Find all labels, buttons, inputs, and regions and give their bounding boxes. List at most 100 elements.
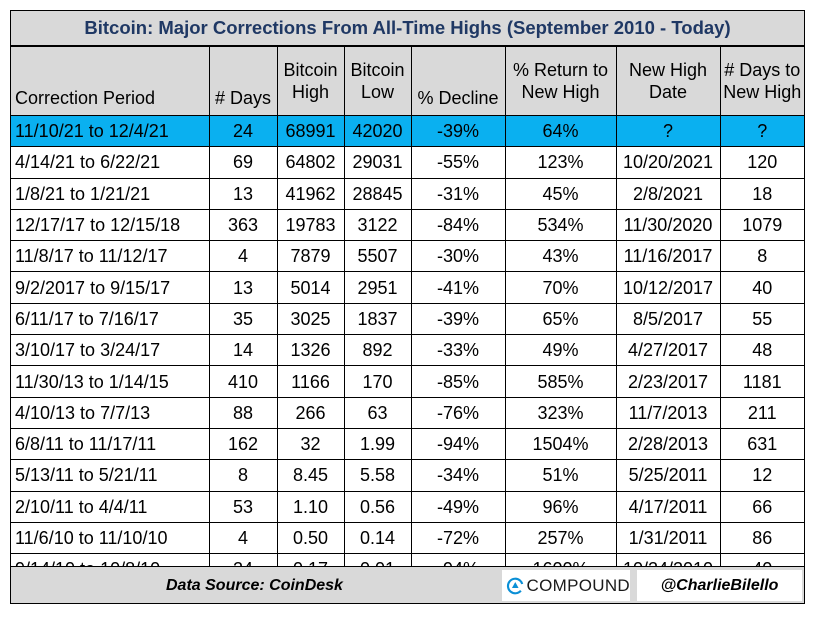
chart-title: Bitcoin: Major Corrections From All-Time… xyxy=(11,11,804,46)
footer: Data Source: CoinDesk COMPOUND @CharlieB… xyxy=(11,566,804,603)
table-cell: 70% xyxy=(504,271,617,304)
table-row: 11/30/13 to 1/14/15 410 1166 170 -85% 585% 2/2… xyxy=(11,365,804,398)
table-cell: 120 xyxy=(719,146,804,179)
table-cell: 64802 xyxy=(276,146,345,179)
table-frame: Bitcoin: Major Corrections From All-Time… xyxy=(10,10,805,604)
table-cell: -94% xyxy=(410,427,506,461)
table-cell: 24 xyxy=(208,114,278,148)
correction-period-cell: 2/10/11 to 4/4/11 xyxy=(11,490,210,523)
table-row: 4/10/13 to 7/7/13 88 266 63 -76% 323% 11/7/201… xyxy=(11,396,804,429)
table-row: 11/6/10 to 11/10/10 4 0.50 0.14 -72% 257% 1/31… xyxy=(11,521,804,555)
table-cell: 11/7/2013 xyxy=(615,396,721,429)
correction-period-cell: 11/6/10 to 11/10/10 xyxy=(11,521,210,555)
correction-period-cell: 11/30/13 to 1/14/15 xyxy=(11,365,210,398)
column-header: New High Date xyxy=(615,46,721,116)
table-cell: 51% xyxy=(504,459,617,492)
table-cell: 11/30/2020 xyxy=(615,208,721,242)
table-cell: ? xyxy=(615,114,721,148)
correction-period-cell: 3/10/17 to 3/24/17 xyxy=(11,334,210,367)
table-cell: 13 xyxy=(208,271,278,304)
table-cell: -31% xyxy=(410,177,506,210)
table-cell: 8.45 xyxy=(276,459,345,492)
table-cell: 4/27/2017 xyxy=(615,334,721,367)
table-row: 6/11/17 to 7/16/17 35 3025 1837 -39% 65% 8/5/2… xyxy=(11,302,804,336)
table-row: 2/10/11 to 4/4/11 53 1.10 0.56 -49% 96% 4/17/2… xyxy=(11,490,804,523)
correction-period-cell: 11/10/21 to 12/4/21 xyxy=(11,114,210,148)
table-row: 5/13/11 to 5/21/11 8 8.45 5.58 -34% 51% 5/25/2… xyxy=(11,459,804,492)
table-cell: 631 xyxy=(719,427,804,461)
table-cell: 1.99 xyxy=(343,427,412,461)
table-cell: 2951 xyxy=(343,271,412,304)
table-row: 4/14/21 to 6/22/21 69 64802 29031 -55% 123% 10… xyxy=(11,146,804,179)
table-row: 3/10/17 to 3/24/17 14 1326 892 -33% 49% 4/27/2… xyxy=(11,334,804,367)
table-cell: 892 xyxy=(343,334,412,367)
table-cell: 5/25/2011 xyxy=(615,459,721,492)
table-cell: 323% xyxy=(504,396,617,429)
table-cell: -30% xyxy=(410,240,506,273)
column-header: % Decline xyxy=(410,46,506,116)
table-cell: 363 xyxy=(208,208,278,242)
table-cell: 7879 xyxy=(276,240,345,273)
table-cell: 8/5/2017 xyxy=(615,302,721,336)
table-cell: 3025 xyxy=(276,302,345,336)
table-cell: 63 xyxy=(343,396,412,429)
table-cell: 4/17/2011 xyxy=(615,490,721,523)
compound-logo-icon xyxy=(506,577,524,594)
table-cell: 12 xyxy=(719,459,804,492)
table-cell: 266 xyxy=(276,396,345,429)
table-cell: 55 xyxy=(719,302,804,336)
table-cell: 162 xyxy=(208,427,278,461)
table-cell: 41962 xyxy=(276,177,345,210)
table-row: 12/17/17 to 12/15/18 363 19783 3122 -84% 534%… xyxy=(11,208,804,242)
table-cell: 5014 xyxy=(276,271,345,304)
table-cell: 1504% xyxy=(504,427,617,461)
table-header: Correction Period # Days Bitcoin High Bitco… xyxy=(11,46,804,116)
table-cell: 1326 xyxy=(276,334,345,367)
table-cell: 49% xyxy=(504,334,617,367)
table-cell: -41% xyxy=(410,271,506,304)
corrections-table: Correction Period # Days Bitcoin High Bitco… xyxy=(11,46,804,586)
table-cell: 585% xyxy=(504,365,617,398)
column-header: # Days to New High xyxy=(719,46,804,116)
table-cell: -39% xyxy=(410,114,506,148)
table-cell: 1079 xyxy=(719,208,804,242)
table-cell: 2/8/2021 xyxy=(615,177,721,210)
table-cell: 0.56 xyxy=(343,490,412,523)
table-cell: -49% xyxy=(410,490,506,523)
table-cell: 4 xyxy=(208,240,278,273)
table-row: 11/8/17 to 11/12/17 4 7879 5507 -30% 43% 11/16… xyxy=(11,240,804,273)
table-cell: 5507 xyxy=(343,240,412,273)
table-cell: ? xyxy=(719,114,804,148)
table-cell: 211 xyxy=(719,396,804,429)
table-cell: 42020 xyxy=(343,114,412,148)
table-cell: -84% xyxy=(410,208,506,242)
data-source-label: Data Source: CoinDesk xyxy=(166,577,343,594)
table-cell: 32 xyxy=(276,427,345,461)
table-row: 11/10/21 to 12/4/21 24 68991 42020 -39% 64%?? xyxy=(11,114,804,148)
table-cell: 45% xyxy=(504,177,617,210)
table-cell: 1837 xyxy=(343,302,412,336)
table-cell: 19783 xyxy=(276,208,345,242)
table-cell: -72% xyxy=(410,521,506,555)
table-cell: 4 xyxy=(208,521,278,555)
table-cell: 35 xyxy=(208,302,278,336)
correction-period-cell: 12/17/17 to 12/15/18 xyxy=(11,208,210,242)
compound-logo: COMPOUND xyxy=(502,570,630,601)
table-cell: 3122 xyxy=(343,208,412,242)
table-cell: 123% xyxy=(504,146,617,179)
table-cell: 5.58 xyxy=(343,459,412,492)
column-header: % Return to New High xyxy=(504,46,617,116)
table-cell: 1166 xyxy=(276,365,345,398)
column-header: # Days xyxy=(208,46,278,116)
table-cell: 53 xyxy=(208,490,278,523)
table-cell: -34% xyxy=(410,459,506,492)
column-header: Bitcoin Low xyxy=(343,46,412,116)
table-cell: 18 xyxy=(719,177,804,210)
table-row: 1/8/21 to 1/21/21 13 41962 28845 -31% 45% 2/8/… xyxy=(11,177,804,210)
table-cell: 64% xyxy=(504,114,617,148)
table-cell: 10/12/2017 xyxy=(615,271,721,304)
table-cell: 66 xyxy=(719,490,804,523)
table-cell: 48 xyxy=(719,334,804,367)
table-cell: 1181 xyxy=(719,365,804,398)
header-row: Correction Period # Days Bitcoin High Bitco… xyxy=(11,46,804,116)
